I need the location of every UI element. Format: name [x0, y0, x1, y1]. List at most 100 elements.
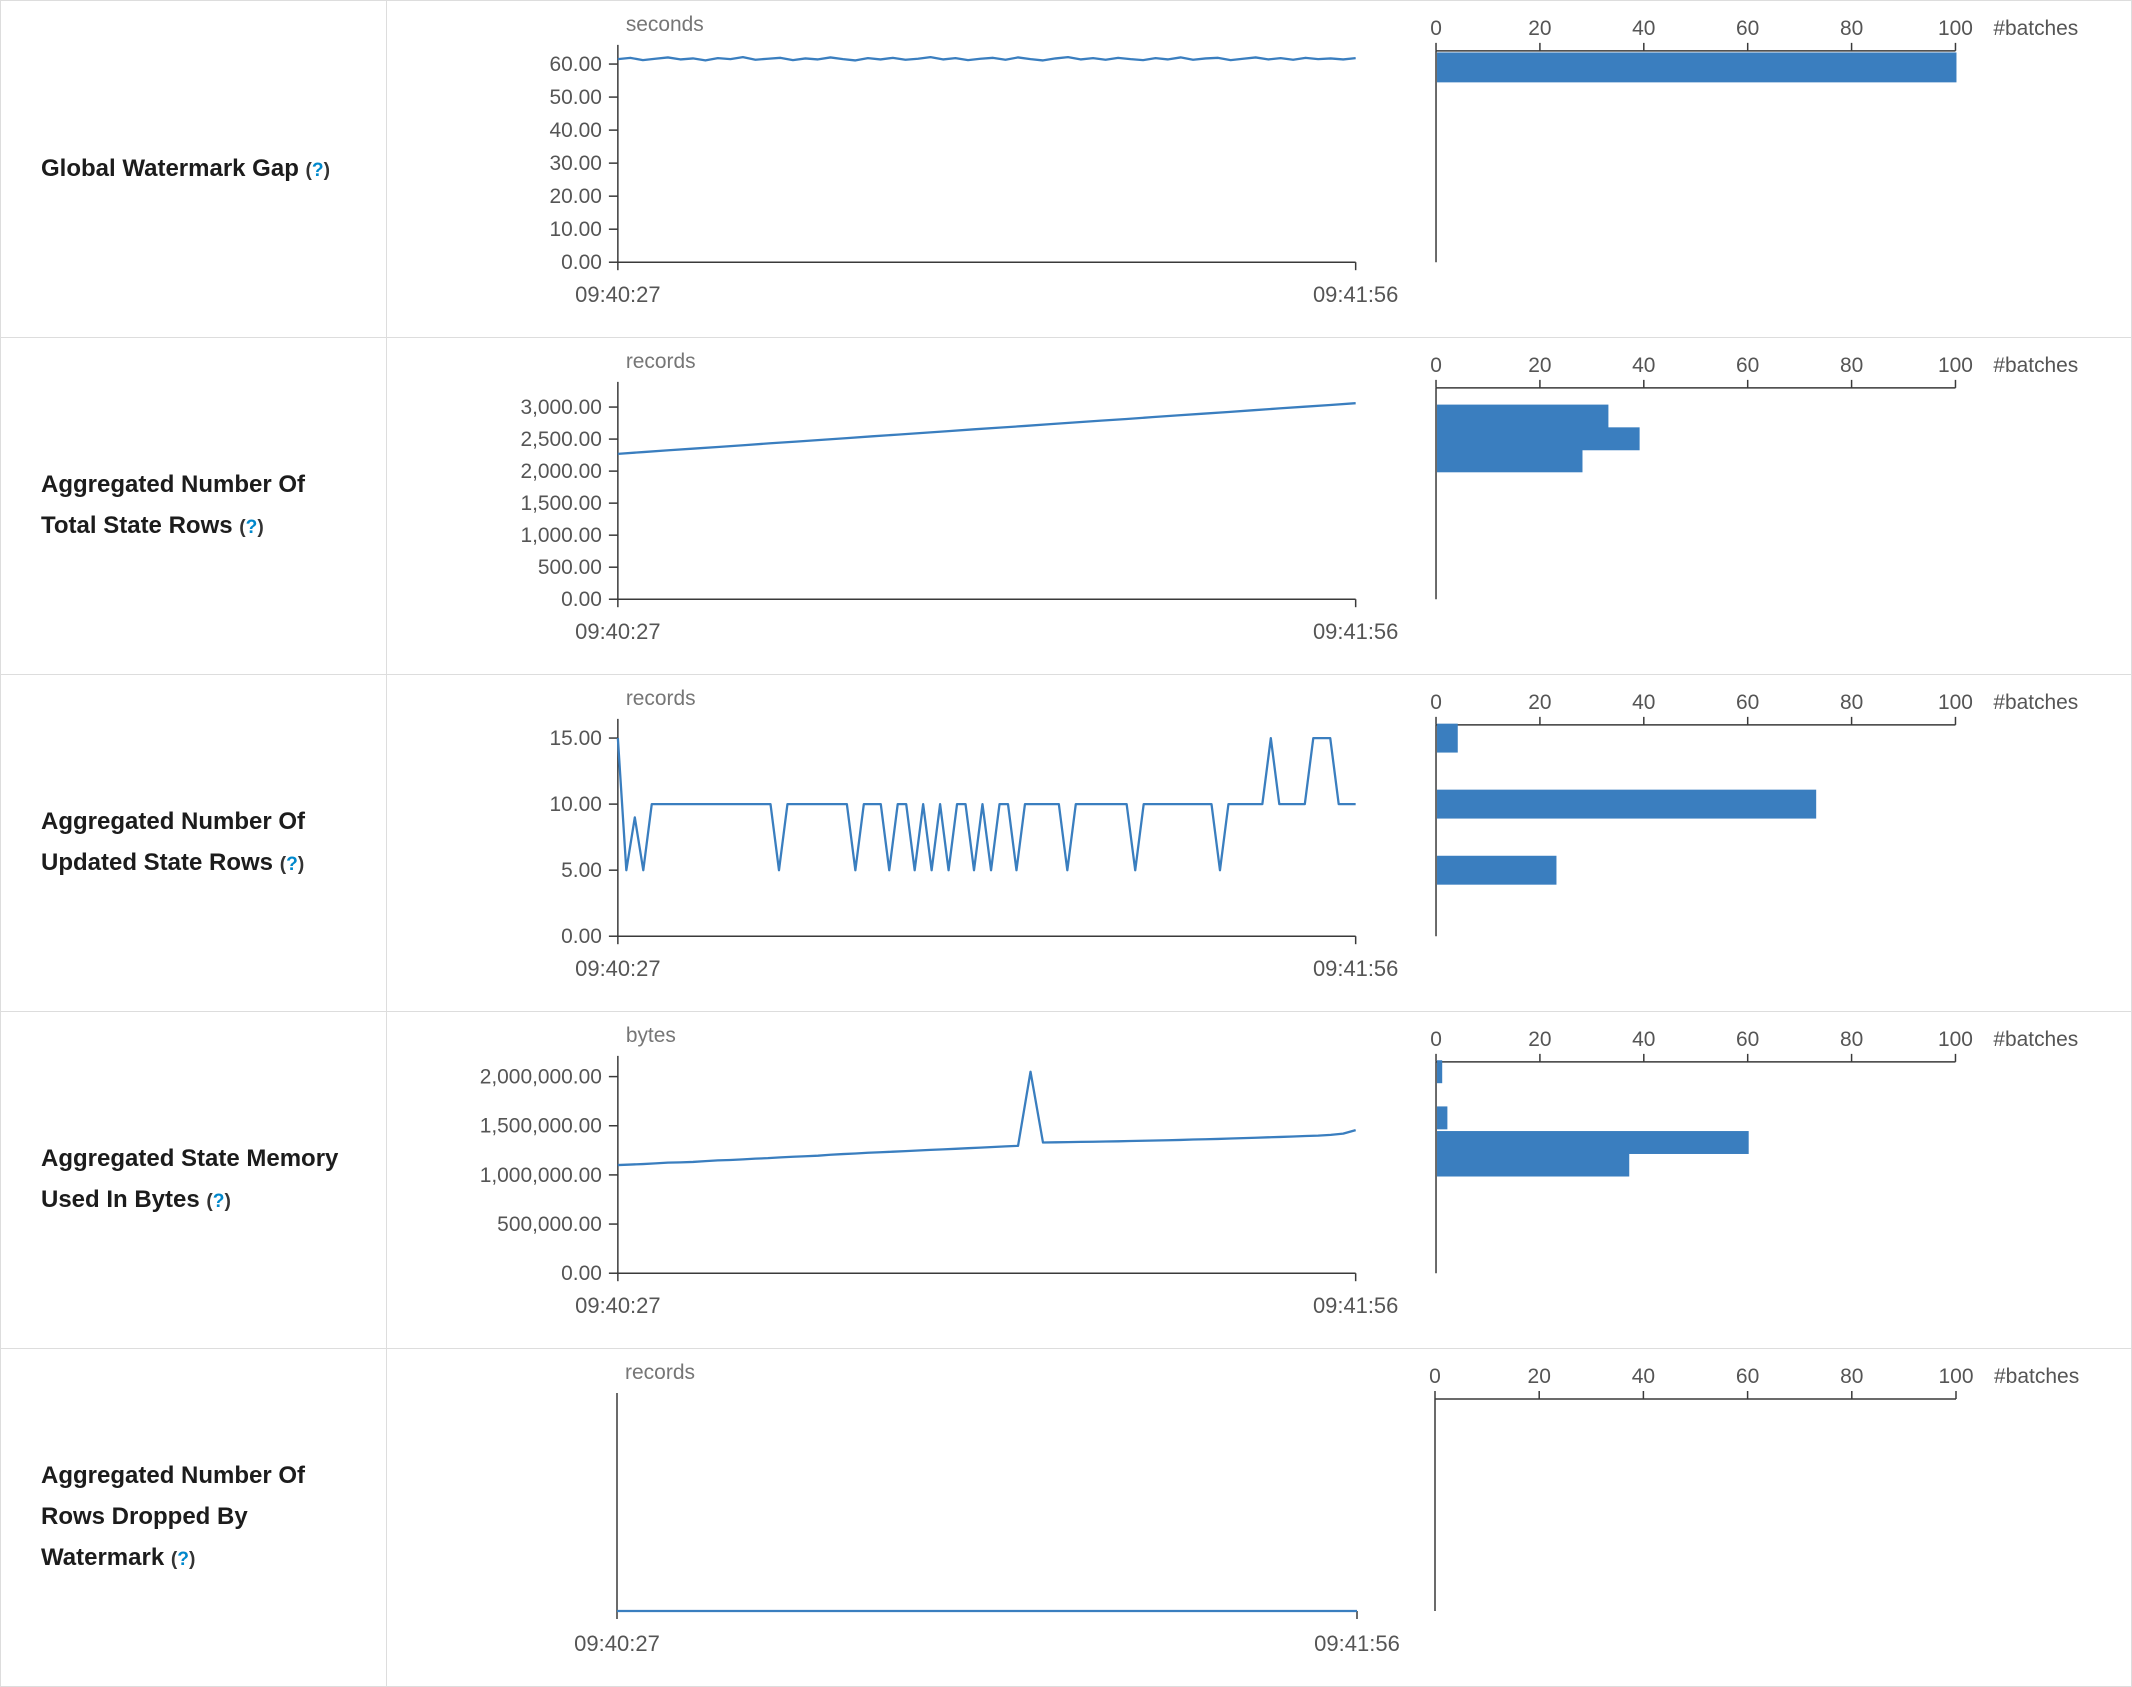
metric-name: Aggregated Number Of Rows Dropped By Wat… [41, 1456, 346, 1578]
histogram-cell: 0 20 40 60 80 100 #batches [1425, 1349, 2132, 1686]
svg-text:500,000.00: 500,000.00 [497, 1213, 602, 1236]
svg-text:#batches: #batches [1993, 354, 2078, 377]
svg-text:2,500.00: 2,500.00 [520, 428, 601, 451]
metric-name-text: Aggregated Number Of Total State Rows [41, 471, 306, 539]
metric-label-cell: Global Watermark Gap (?) [1, 1, 387, 337]
svg-text:20: 20 [1528, 17, 1551, 40]
svg-text:09:40:27: 09:40:27 [574, 1631, 660, 1656]
timeline-cell: records 0.00 5.00 10.00 15.00 09:40:27 09:41:5… [387, 675, 1425, 1011]
svg-text:30.00: 30.00 [550, 152, 602, 175]
svg-text:09:40:27: 09:40:27 [575, 619, 660, 644]
metric-row-updated-state-rows: Aggregated Number Of Updated State Rows … [1, 675, 2131, 1012]
svg-text:09:40:27: 09:40:27 [575, 282, 660, 307]
svg-text:records: records [626, 687, 696, 710]
help-tooltip-link[interactable]: (?) [305, 159, 331, 181]
svg-text:100: 100 [1938, 1365, 1973, 1388]
metric-name-text: Aggregated Number Of Updated State Rows [41, 808, 306, 876]
svg-text:09:40:27: 09:40:27 [575, 956, 660, 981]
svg-text:100: 100 [1938, 17, 1973, 40]
timeline-cell: bytes 0.00 500,000.00 1,000,000.00 1,500,000… [387, 1012, 1425, 1348]
histogram-cell: 0 20 40 60 80 100 #batches [1425, 675, 2132, 1011]
svg-text:100: 100 [1938, 1028, 1973, 1051]
histogram-chart: 0 20 40 60 80 100 #batches [1430, 354, 2078, 600]
svg-text:0: 0 [1429, 1365, 1441, 1388]
svg-text:09:41:56: 09:41:56 [1314, 1631, 1400, 1656]
svg-text:0: 0 [1430, 17, 1442, 40]
svg-text:20: 20 [1528, 1028, 1551, 1051]
svg-text:60.00: 60.00 [550, 53, 602, 76]
metric-row-global-watermark-gap: Global Watermark Gap (?) seconds 0.00 10.0… [1, 1, 2131, 338]
timeline-chart: records 09:40:27 09:41:56 [574, 1361, 1400, 1656]
help-question-icon: ? [311, 159, 324, 181]
svg-text:0: 0 [1430, 691, 1442, 714]
metric-row-state-memory-used: Aggregated State Memory Used In Bytes (?… [1, 1012, 2131, 1349]
svg-text:20: 20 [1528, 354, 1551, 377]
timeline-cell: records 0.00 500.00 1,000.00 1,500.00 2,000.0… [387, 338, 1425, 674]
svg-text:60: 60 [1736, 354, 1759, 377]
help-tooltip-link[interactable]: (?) [279, 854, 305, 875]
svg-text:80: 80 [1840, 354, 1863, 377]
metric-name: Aggregated Number Of Total State Rows (?… [41, 465, 346, 547]
histogram-chart: 0 20 40 60 80 100 #batches [1430, 691, 2078, 937]
svg-text:60: 60 [1736, 691, 1759, 714]
svg-text:60: 60 [1736, 1365, 1759, 1388]
svg-text:80: 80 [1840, 691, 1863, 714]
svg-text:100: 100 [1938, 354, 1973, 377]
histogram-cell: 0 20 40 60 80 100 #batches [1425, 1012, 2132, 1348]
svg-text:records: records [626, 350, 696, 373]
svg-text:records: records [625, 1361, 695, 1384]
help-tooltip-link[interactable]: (?) [239, 517, 264, 538]
metric-label-cell: Aggregated Number Of Rows Dropped By Wat… [1, 1349, 387, 1686]
metric-row-total-state-rows: Aggregated Number Of Total State Rows (?… [1, 338, 2131, 675]
svg-text:09:41:56: 09:41:56 [1313, 1293, 1398, 1318]
svg-text:40: 40 [1632, 17, 1655, 40]
metric-label-cell: Aggregated State Memory Used In Bytes (?… [1, 1012, 387, 1348]
svg-text:80: 80 [1840, 1365, 1863, 1388]
svg-text:#batches: #batches [1993, 691, 2078, 714]
metric-name-text: Aggregated State Memory Used In Bytes [41, 1145, 339, 1213]
timeline-chart: seconds 0.00 10.00 20.00 30.00 40.00 50.00 60.0… [550, 13, 1399, 307]
metric-name-text: Aggregated Number Of Rows Dropped By Wat… [41, 1462, 306, 1571]
help-question-icon: ? [286, 854, 298, 875]
help-tooltip-link[interactable]: (?) [206, 1191, 231, 1212]
svg-text:500.00: 500.00 [538, 556, 602, 579]
metric-name: Global Watermark Gap (?) [41, 149, 330, 190]
svg-text:40: 40 [1632, 354, 1655, 377]
svg-text:1,500,000.00: 1,500,000.00 [480, 1115, 602, 1138]
svg-text:09:40:27: 09:40:27 [575, 1293, 660, 1318]
svg-text:0: 0 [1430, 354, 1442, 377]
svg-text:0.00: 0.00 [561, 588, 602, 611]
timeline-cell: records 09:40:27 09:41:56 [387, 1349, 1425, 1686]
svg-text:09:41:56: 09:41:56 [1313, 956, 1398, 981]
help-question-icon: ? [245, 517, 258, 538]
help-question-icon: ? [177, 1548, 189, 1570]
timeline-chart: records 0.00 5.00 10.00 15.00 09:40:27 09:41:5… [550, 687, 1399, 981]
histogram-chart: 0 20 40 60 80 100 #batches [1430, 1028, 2078, 1274]
histogram-cell: 0 20 40 60 80 100 #batches [1425, 338, 2132, 674]
svg-text:20: 20 [1528, 691, 1551, 714]
svg-text:0.00: 0.00 [561, 1262, 602, 1285]
svg-text:1,000.00: 1,000.00 [520, 524, 601, 547]
svg-text:40: 40 [1632, 1365, 1655, 1388]
svg-text:#batches: #batches [1994, 1365, 2079, 1388]
svg-text:1,000,000.00: 1,000,000.00 [480, 1164, 602, 1187]
timeline-chart: bytes 0.00 500,000.00 1,000,000.00 1,500,000… [480, 1024, 1399, 1318]
svg-text:#batches: #batches [1993, 17, 2078, 40]
histogram-cell: 0 20 40 60 80 100 #batches [1425, 1, 2132, 337]
svg-text:2,000,000.00: 2,000,000.00 [480, 1066, 602, 1089]
metric-name-text: Global Watermark Gap [41, 154, 299, 182]
help-tooltip-link[interactable]: (?) [170, 1548, 196, 1570]
svg-text:60: 60 [1736, 1028, 1759, 1051]
svg-text:10.00: 10.00 [550, 793, 602, 816]
timeline-cell: seconds 0.00 10.00 20.00 30.00 40.00 50.00 60.0… [387, 1, 1425, 337]
svg-text:2,000.00: 2,000.00 [520, 460, 601, 483]
histogram-chart: 0 20 40 60 80 100 #batches [1429, 1365, 2079, 1611]
svg-text:60: 60 [1736, 17, 1759, 40]
svg-text:0.00: 0.00 [561, 925, 602, 948]
svg-text:40: 40 [1632, 691, 1655, 714]
svg-text:10.00: 10.00 [550, 218, 602, 241]
svg-text:50.00: 50.00 [550, 86, 602, 109]
svg-text:40.00: 40.00 [550, 119, 602, 142]
metric-label-cell: Aggregated Number Of Total State Rows (?… [1, 338, 387, 674]
metric-name: Aggregated State Memory Used In Bytes (?… [41, 1139, 346, 1221]
